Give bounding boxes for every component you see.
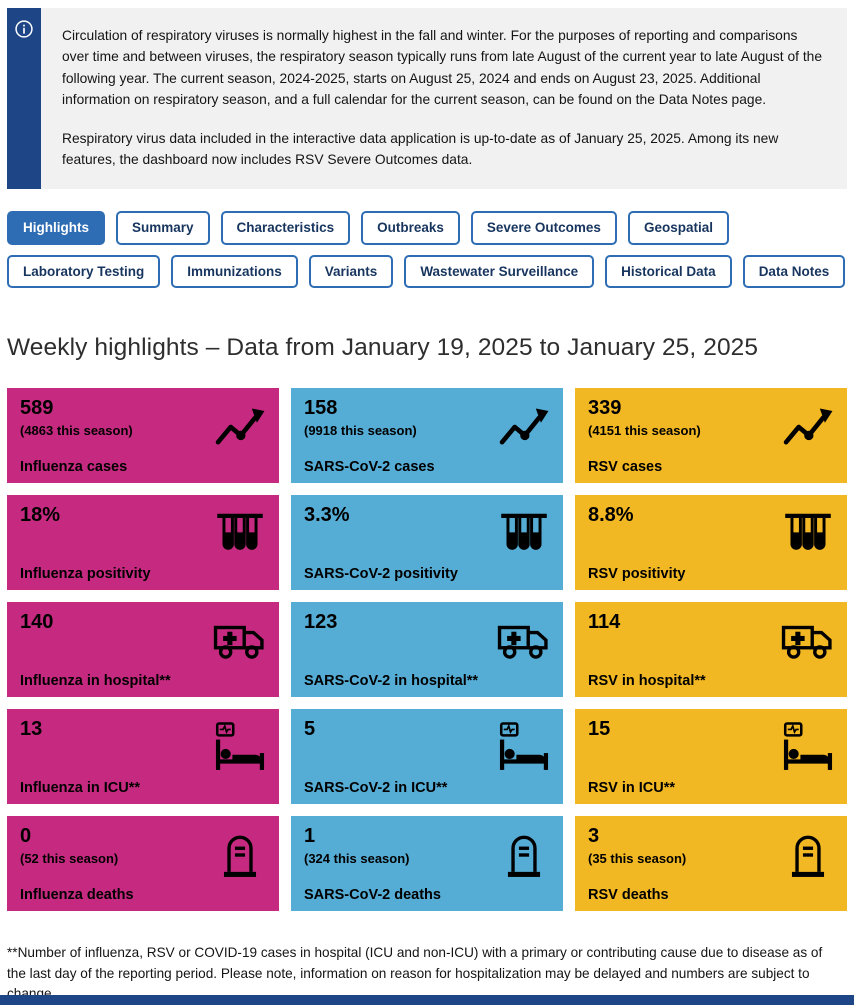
stat-value: 3 (588, 825, 600, 848)
stat-card-rsv-positivity: 8.8% RSV positivity (575, 495, 847, 591)
stat-value: 114 (588, 611, 621, 634)
stat-value: 1 (304, 825, 316, 848)
tombstone-icon (213, 828, 267, 882)
stat-value: 13 (20, 718, 43, 741)
stat-card-sars-cov-2-deaths: 1 (324 this season) SARS-CoV-2 deaths (291, 816, 563, 912)
stat-value: 140 (20, 611, 54, 634)
tab-laboratory-testing[interactable]: Laboratory Testing (7, 254, 161, 289)
stat-card-sars-cov-2-in-hospital: 123 SARS-CoV-2 in hospital** (291, 602, 563, 698)
hospitalization-footnote: **Number of influenza, RSV or COVID-19 c… (7, 945, 823, 1002)
stat-label: SARS-CoV-2 in hospital** (304, 673, 479, 690)
tombstone-icon (781, 828, 835, 882)
stat-label: Influenza positivity (20, 566, 151, 583)
tab-summary[interactable]: Summary (116, 211, 210, 245)
stat-value: 18% (20, 504, 61, 527)
ambulance-icon (213, 614, 267, 668)
stat-card-influenza-deaths: 0 (52 this season) Influenza deaths (7, 816, 279, 912)
tab-geospatial[interactable]: Geospatial (627, 211, 729, 245)
stat-value: 8.8% (588, 504, 634, 527)
hospital-bed-icon (497, 721, 551, 775)
notice-paragraph-season: Circulation of respiratory viruses is no… (62, 28, 822, 108)
stat-value: 5 (304, 718, 316, 741)
hospital-bed-icon (213, 721, 267, 775)
tab-outbreaks[interactable]: Outbreaks (361, 211, 460, 245)
stat-value: 339 (588, 397, 622, 420)
stat-label: Influenza deaths (20, 887, 134, 904)
stat-card-rsv-deaths: 3 (35 this season) RSV deaths (575, 816, 847, 912)
tab-data-notes[interactable]: Data Notes (742, 254, 846, 289)
stat-card-sars-cov-2-cases: 158 (9918 this season) SARS-CoV-2 cases (291, 388, 563, 484)
stat-card-influenza-cases: 589 (4863 this season) Influenza cases (7, 388, 279, 484)
trend-chart-icon (497, 400, 551, 454)
stat-value: 0 (20, 825, 32, 848)
season-notice: Circulation of respiratory viruses is no… (7, 8, 847, 190)
stat-label: SARS-CoV-2 positivity (304, 566, 458, 583)
tab-variants[interactable]: Variants (308, 254, 394, 289)
stat-card-rsv-in-hospital: 114 RSV in hospital** (575, 602, 847, 698)
tab-characteristics[interactable]: Characteristics (220, 211, 351, 245)
test-tubes-icon (213, 507, 267, 561)
stat-label: SARS-CoV-2 in ICU** (304, 780, 448, 797)
stats-grid: 589 (4863 this season) Influenza cases 1… (7, 388, 847, 912)
stat-card-influenza-in-hospital: 140 Influenza in hospital** (7, 602, 279, 698)
stat-label: Influenza cases (20, 459, 128, 476)
test-tubes-icon (781, 507, 835, 561)
stat-season-total: (4151 this season) (588, 423, 701, 439)
stat-season-total: (324 this season) (304, 851, 410, 867)
ambulance-icon (497, 614, 551, 668)
stat-label: RSV in ICU** (588, 780, 676, 797)
info-icon (15, 20, 33, 38)
tab-highlights[interactable]: Highlights (7, 211, 105, 245)
stat-label: RSV positivity (588, 566, 686, 583)
stat-card-influenza-positivity: 18% Influenza positivity (7, 495, 279, 591)
trend-chart-icon (781, 400, 835, 454)
stat-label: SARS-CoV-2 deaths (304, 887, 441, 904)
tombstone-icon (497, 828, 551, 882)
stat-card-sars-cov-2-in-icu: 5 SARS-CoV-2 in ICU** (291, 709, 563, 805)
stat-season-total: (35 this season) (588, 851, 687, 867)
stat-value: 589 (20, 397, 54, 420)
stat-value: 3.3% (304, 504, 350, 527)
page-title: Weekly highlights – Data from January 19… (7, 334, 759, 362)
stat-value: 158 (304, 397, 338, 420)
stat-card-rsv-in-icu: 15 RSV in ICU** (575, 709, 847, 805)
stat-value: 123 (304, 611, 338, 634)
tab-wastewater-surveillance[interactable]: Wastewater Surveillance (404, 254, 595, 289)
stat-value: 15 (588, 718, 611, 741)
stat-label: RSV cases (588, 459, 663, 476)
tab-historical-data[interactable]: Historical Data (605, 254, 732, 289)
stat-card-influenza-in-icu: 13 Influenza in ICU** (7, 709, 279, 805)
stat-card-rsv-cases: 339 (4151 this season) RSV cases (575, 388, 847, 484)
stat-label: Influenza in hospital** (20, 673, 171, 690)
hospital-bed-icon (781, 721, 835, 775)
stat-label: Influenza in ICU** (20, 780, 141, 797)
tab-bar: Highlights Summary Characteristics Outbr… (7, 211, 847, 289)
notice-paragraph-update: Respiratory virus data included in the i… (62, 130, 779, 168)
test-tubes-icon (497, 507, 551, 561)
tab-immunizations[interactable]: Immunizations (171, 254, 298, 289)
stat-season-total: (52 this season) (20, 851, 119, 867)
stat-label: SARS-CoV-2 cases (304, 459, 435, 476)
trend-chart-icon (213, 400, 267, 454)
ambulance-icon (781, 614, 835, 668)
stat-label: RSV deaths (588, 887, 669, 904)
stat-card-sars-cov-2-positivity: 3.3% SARS-CoV-2 positivity (291, 495, 563, 591)
stat-label: RSV in hospital** (588, 673, 706, 690)
tab-severe-outcomes[interactable]: Severe Outcomes (470, 211, 617, 245)
stat-season-total: (4863 this season) (20, 423, 133, 439)
stat-season-total: (9918 this season) (304, 423, 417, 439)
notice-text: Circulation of respiratory viruses is no… (41, 8, 847, 190)
notice-accent-strip (7, 8, 41, 190)
